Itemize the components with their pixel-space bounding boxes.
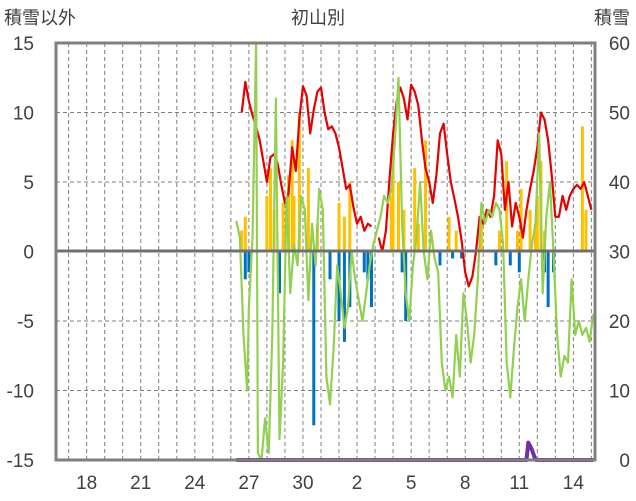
sunshine-bar bbox=[369, 251, 373, 308]
sunshine-bar bbox=[400, 251, 404, 273]
sunshine-bar bbox=[342, 251, 346, 342]
precipitation-bar bbox=[389, 195, 393, 252]
y-left-tick-label: 15 bbox=[13, 34, 34, 55]
precipitation-bar bbox=[243, 216, 247, 252]
y-right-tick-label: 0 bbox=[619, 451, 630, 472]
y-right-tick-label: 40 bbox=[609, 173, 630, 194]
precipitation-bar bbox=[306, 168, 310, 252]
precipitation-bar bbox=[515, 230, 519, 252]
precipitation-bar bbox=[292, 195, 296, 252]
sunshine-bar bbox=[494, 251, 498, 266]
x-tick-label: 24 bbox=[184, 473, 206, 494]
precipitation-bar bbox=[269, 168, 273, 252]
precipitation-bar bbox=[402, 209, 406, 252]
sunshine-bar bbox=[460, 251, 464, 259]
precipitation-bar bbox=[534, 223, 538, 252]
x-tick-label: 2 bbox=[352, 473, 363, 494]
precipitation-bar bbox=[397, 182, 401, 252]
x-tick-label: 14 bbox=[563, 473, 585, 494]
precipitation-bar bbox=[391, 140, 395, 252]
right-axis-label: 積雪 bbox=[594, 8, 630, 29]
y-left-tick-label: -5 bbox=[17, 312, 34, 333]
precipitation-bar bbox=[584, 209, 588, 252]
plot-frame bbox=[54, 41, 597, 462]
y-left-tick-label: 10 bbox=[13, 104, 34, 125]
chart-title: 初山別 bbox=[291, 8, 345, 29]
precipitation-bar bbox=[497, 230, 501, 252]
y-right-tick-label: 50 bbox=[609, 104, 630, 125]
precipitation-bar bbox=[297, 112, 301, 252]
x-tick-label: 5 bbox=[406, 473, 417, 494]
sunshine-bar bbox=[438, 251, 442, 266]
precipitation-bar bbox=[505, 161, 509, 252]
sunshine-bar bbox=[517, 251, 521, 273]
precipitation-bar bbox=[287, 175, 291, 252]
precipitation-bar bbox=[416, 223, 420, 252]
sunshine-bar bbox=[243, 251, 247, 280]
sunshine-bar bbox=[546, 251, 550, 308]
sunshine-bar bbox=[508, 251, 512, 266]
y-right-tick-label: 20 bbox=[609, 312, 630, 333]
precipitation-bar bbox=[447, 216, 451, 252]
precipitation-bar bbox=[454, 230, 458, 252]
y-left-tick-label: 5 bbox=[23, 173, 34, 194]
y-left-tick-label: 0 bbox=[23, 243, 34, 264]
sunshine-bar bbox=[328, 251, 332, 280]
temperature-line bbox=[377, 83, 593, 288]
precipitation-bar bbox=[240, 230, 244, 252]
sunshine-bar bbox=[451, 251, 455, 259]
left-axis-label: 積雪以外 bbox=[4, 8, 76, 29]
x-tick-label: 11 bbox=[509, 473, 529, 494]
precipitation-bar bbox=[413, 168, 417, 252]
precipitation-bar bbox=[479, 216, 483, 252]
precipitation-bar bbox=[290, 140, 294, 252]
x-tick-label: 8 bbox=[460, 473, 471, 494]
x-tick-label: 21 bbox=[130, 473, 151, 494]
temperature-line bbox=[240, 80, 373, 232]
precipitation-bar bbox=[424, 140, 428, 252]
precipitation-bar bbox=[342, 216, 346, 252]
precipitation-bar bbox=[528, 209, 532, 252]
precipitation-bar bbox=[337, 202, 341, 252]
precipitation-bar bbox=[580, 126, 584, 252]
sunshine-bar bbox=[362, 251, 366, 273]
precipitation-bar bbox=[265, 195, 269, 252]
precipitation-bar bbox=[281, 202, 285, 252]
sunshine-bar bbox=[247, 251, 251, 273]
y-left-tick-label: -10 bbox=[7, 382, 34, 403]
sunshine-bar bbox=[278, 251, 282, 294]
y-left-tick-label: -15 bbox=[7, 451, 34, 472]
precipitation-bar bbox=[519, 188, 523, 252]
x-tick-label: 18 bbox=[76, 473, 97, 494]
y-right-tick-label: 60 bbox=[609, 34, 630, 55]
x-tick-label: 27 bbox=[238, 473, 259, 494]
sunshine-bar bbox=[366, 251, 370, 280]
sunshine-bar bbox=[312, 251, 316, 426]
y-right-tick-label: 10 bbox=[609, 382, 630, 403]
x-tick-label: 30 bbox=[292, 473, 313, 494]
precipitation-bar bbox=[535, 195, 539, 252]
y-right-tick-label: 30 bbox=[609, 243, 630, 264]
precipitation-bar bbox=[348, 182, 352, 252]
